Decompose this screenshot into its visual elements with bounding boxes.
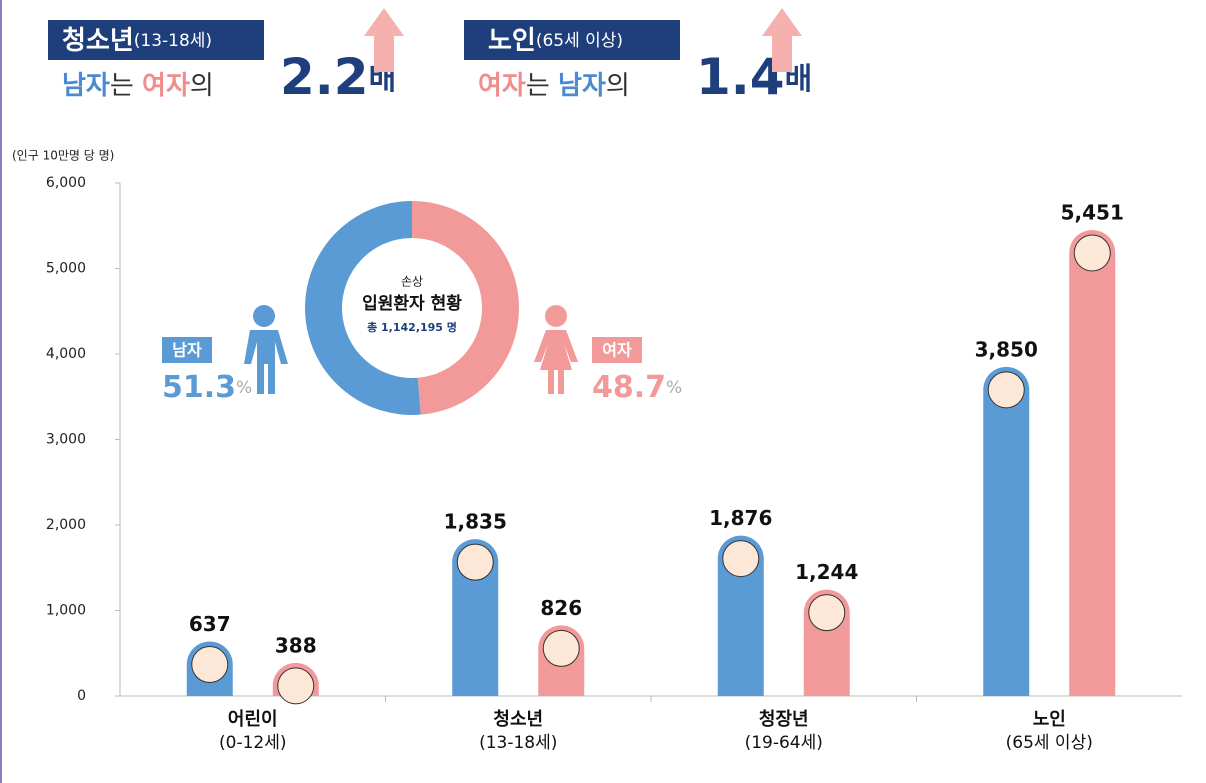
bar: [1069, 230, 1115, 696]
bar-face: [809, 595, 845, 631]
x-tick-sublabel: (13-18세): [479, 733, 557, 753]
value-label: 1,835: [444, 510, 507, 534]
chart: 청소년(13-18세) 남자는 여자의 2.2배 노인(65세 이상) 여자는 …: [2, 0, 1206, 783]
value-label: 826: [540, 596, 582, 620]
bar-face: [988, 372, 1024, 408]
value-label: 637: [189, 612, 231, 636]
value-label: 1,876: [709, 506, 772, 530]
donut-title: 입원환자 현황: [362, 294, 462, 314]
x-tick-label: 노인: [1033, 709, 1066, 730]
y-tick-label: 0: [77, 688, 86, 704]
x-tick-label: 어린이: [228, 709, 278, 730]
legend-value: 51.3%: [162, 370, 252, 405]
headline-sentence: 남자는 여자의: [62, 71, 214, 101]
x-tick-sublabel: (0-12세): [219, 733, 287, 753]
donut-kicker: 손상: [401, 275, 423, 289]
y-tick-label: 6,000: [46, 175, 86, 191]
page: 청소년(13-18세) 남자는 여자의 2.2배 노인(65세 이상) 여자는 …: [0, 0, 1206, 783]
bar: [983, 367, 1029, 696]
y-tick-label: 1,000: [46, 603, 86, 619]
value-label: 388: [275, 633, 317, 657]
bar-face: [1074, 235, 1110, 271]
headline-sentence: 여자는 남자의: [478, 71, 630, 101]
y-tick-label: 4,000: [46, 346, 86, 362]
legend-label: 여자: [602, 341, 632, 360]
y-axis-label: (인구 10만명 당 명): [12, 149, 114, 163]
value-label: 3,850: [975, 337, 1038, 361]
x-tick-label: 청장년: [759, 709, 809, 730]
bar-face: [278, 668, 314, 704]
female-icon: [534, 305, 578, 394]
legend-value-unit: %: [666, 378, 682, 398]
y-tick-label: 5,000: [46, 261, 86, 277]
legend-value: 48.7%: [592, 370, 682, 405]
value-label: 5,451: [1061, 200, 1124, 224]
y-tick-label: 2,000: [46, 517, 86, 533]
bar-face: [457, 544, 493, 580]
bar-face: [723, 541, 759, 577]
legend-label: 남자: [172, 341, 202, 360]
legend-value-unit: %: [236, 378, 252, 398]
value-label: 1,244: [795, 560, 858, 584]
bar-face: [543, 630, 579, 666]
x-tick-label: 청소년: [493, 709, 543, 730]
donut-total: 총 1,142,195 명: [367, 320, 457, 334]
y-tick-label: 3,000: [46, 432, 86, 448]
x-tick-sublabel: (65세 이상): [1006, 733, 1093, 753]
legend-value-number: 48.7: [592, 370, 666, 405]
bar-face: [192, 647, 228, 683]
headline-ratio: 1.4배: [696, 48, 812, 106]
legend-value-number: 51.3: [162, 370, 236, 405]
x-tick-sublabel: (19-64세): [745, 733, 823, 753]
